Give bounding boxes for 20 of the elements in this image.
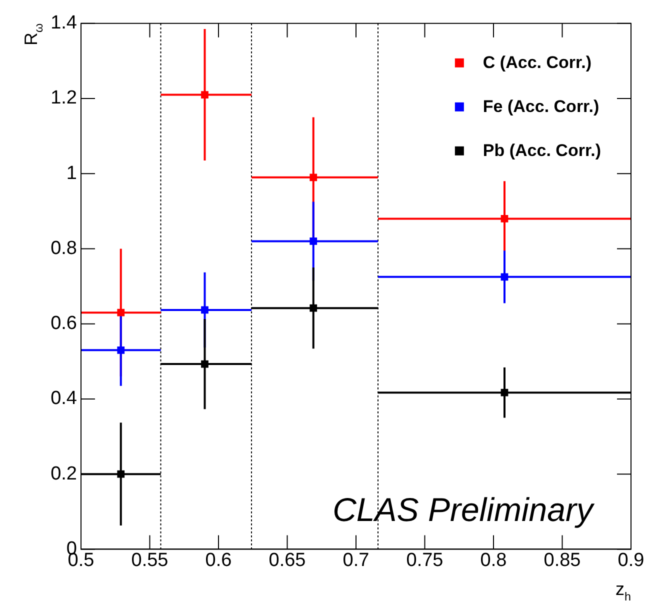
x-tick-label: 0.75: [406, 550, 444, 571]
y-axis-title: Rω: [21, 23, 46, 46]
y-tick-label: 0.6: [50, 313, 77, 334]
legend-label: C (Acc. Corr.): [482, 53, 592, 72]
y-tick-label: 1.4: [50, 12, 78, 34]
x-tick-label: 0.7: [342, 550, 370, 571]
x-tick-label: 0.85: [544, 550, 581, 571]
y-tick-label: 0.2: [50, 463, 77, 484]
x-tick-label: 0.8: [480, 550, 507, 571]
x-tick-label: 0.65: [268, 550, 306, 571]
y-tick-label: 0.4: [50, 388, 78, 410]
x-tick-label: 0.6: [205, 550, 232, 571]
y-tick-label: 0.8: [50, 238, 77, 259]
y-tick-label: 1: [66, 162, 77, 184]
x-tick-label: 0.9: [618, 550, 644, 571]
y-tick-label: 1.2: [50, 88, 77, 109]
annotation: CLAS Preliminary: [332, 491, 596, 528]
x-tick-label: 0.55: [131, 550, 168, 571]
legend-label: Fe (Acc. Corr.): [482, 97, 600, 116]
legend-label: Pb (Acc. Corr.): [482, 141, 602, 160]
